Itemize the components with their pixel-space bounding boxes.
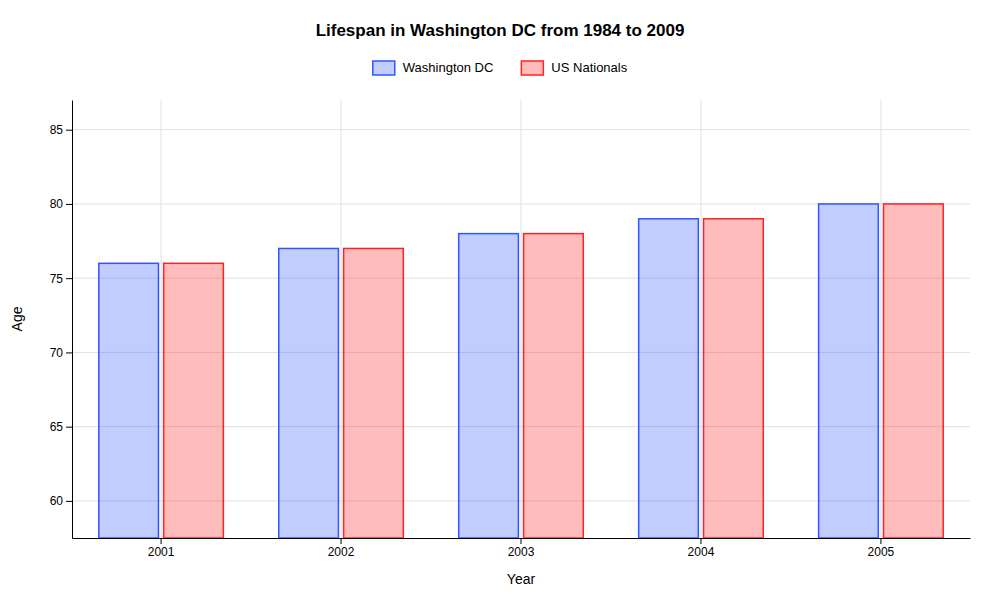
tick-label: 85 (50, 123, 64, 137)
tick-label: 2002 (328, 545, 355, 559)
tick: 2002 (328, 538, 355, 559)
bar (639, 219, 699, 538)
grid-line (521, 100, 522, 538)
bar (884, 204, 944, 538)
tick-label: 2004 (688, 545, 715, 559)
grid-line (341, 100, 342, 538)
x-axis-title: Year (507, 571, 536, 587)
tick: 60 (50, 494, 72, 508)
tick-label: 70 (50, 346, 64, 360)
legend-swatch (521, 61, 543, 75)
y-axis: 60 65 70 75 80 85 (50, 101, 73, 539)
grid (72, 100, 970, 538)
tick: 2003 (508, 538, 535, 559)
bar (279, 248, 339, 538)
tick-mark (341, 538, 342, 544)
tick-mark (66, 204, 72, 205)
tick-mark (161, 538, 162, 544)
bar-series (99, 204, 879, 538)
tick-mark (66, 278, 72, 279)
tick: 85 (50, 123, 72, 137)
legend-label: US Nationals (551, 60, 627, 75)
chart: 2001 2002 2003 2004 2005 60 65 70 75 80 85 Year Age L… (0, 0, 1000, 600)
y-axis-title: Age (9, 306, 25, 331)
legend-item: US Nationals (521, 60, 627, 75)
bar (819, 204, 879, 538)
legend: Washington DC US Nationals (373, 60, 628, 75)
grid-line (880, 100, 881, 538)
bar (164, 263, 224, 538)
legend-item: Washington DC (373, 60, 494, 75)
tick-mark (66, 352, 72, 353)
legend-swatch (373, 61, 395, 75)
tick: 70 (50, 346, 72, 360)
bar-series (164, 204, 944, 538)
bar (344, 248, 404, 538)
tick: 2005 (868, 538, 895, 559)
tick-label: 75 (50, 272, 64, 286)
tick: 2001 (148, 538, 175, 559)
tick-mark (700, 538, 701, 544)
x-axis: 2001 2002 2003 2004 2005 (73, 538, 971, 559)
title: Lifespan in Washington DC from 1984 to 2… (316, 21, 685, 40)
grid-line (700, 100, 701, 538)
tick: 65 (50, 420, 72, 434)
bar (99, 263, 159, 538)
tick: 80 (50, 197, 72, 211)
legend-label: Washington DC (403, 60, 494, 75)
axis-line (72, 101, 73, 539)
bar (524, 234, 584, 538)
tick-mark (880, 538, 881, 544)
tick-label: 65 (50, 420, 64, 434)
bar (459, 234, 519, 538)
tick-label: 2001 (148, 545, 175, 559)
tick: 2004 (688, 538, 715, 559)
bar (704, 219, 764, 538)
tick-label: 60 (50, 494, 64, 508)
tick-label: 2005 (868, 545, 895, 559)
tick-mark (66, 501, 72, 502)
plot-area (99, 204, 943, 538)
tick: 75 (50, 272, 72, 286)
tick-label: 80 (50, 197, 64, 211)
grid-line (161, 100, 162, 538)
tick-label: 2003 (508, 545, 535, 559)
tick-mark (66, 130, 72, 131)
tick-mark (521, 538, 522, 544)
tick-mark (66, 427, 72, 428)
